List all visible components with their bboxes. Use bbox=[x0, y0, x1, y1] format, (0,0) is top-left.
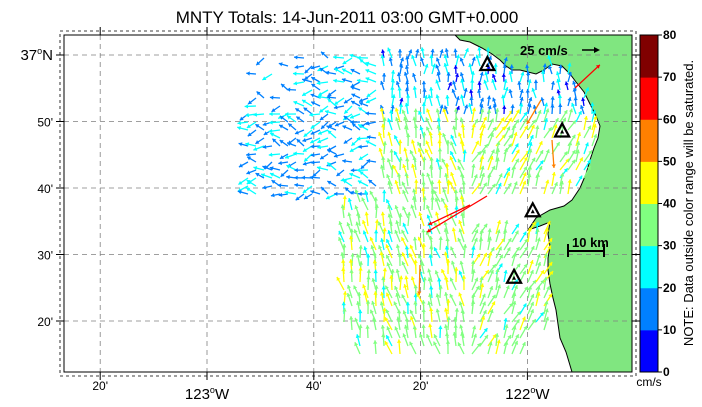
scale-bar: 10 km bbox=[567, 235, 609, 257]
map-title: MNTY Totals: 14-Jun-2011 03:00 GMT+0.000 bbox=[176, 8, 519, 27]
current-vectors bbox=[237, 46, 601, 355]
plot-area bbox=[64, 35, 632, 372]
radar-stations bbox=[478, 54, 571, 284]
plot-frame bbox=[63, 34, 633, 373]
latitude-tick-label: 30' bbox=[37, 249, 53, 263]
longitude-tick-label: 20' bbox=[413, 379, 429, 393]
longitude-tick-label: 122oW bbox=[505, 385, 550, 403]
longitude-ticks: 20' 123oW 40' 20' 122oW bbox=[92, 27, 550, 403]
colorbar-tick-label: 20 bbox=[663, 281, 677, 295]
colorbar-segment bbox=[640, 287, 658, 331]
colorbar-tick-label: 60 bbox=[663, 112, 677, 126]
colorbar-segment bbox=[640, 161, 658, 204]
colorbar-tick-label: 10 bbox=[663, 323, 677, 337]
latitude-ticks: 37oN 50' 40' 30' 20' bbox=[20, 46, 640, 329]
colorbar-segment bbox=[640, 77, 658, 120]
colorbar-tick-label: 80 bbox=[663, 28, 677, 42]
latitude-tick-label: 20' bbox=[37, 315, 53, 329]
latitude-tick-label: 37oN bbox=[20, 46, 53, 64]
station-1 bbox=[478, 54, 497, 72]
colorbar-tick-label: 40 bbox=[663, 197, 677, 211]
longitude-tick-label: 40' bbox=[306, 379, 322, 393]
station-4 bbox=[505, 267, 523, 284]
colorbar-segment bbox=[640, 203, 658, 247]
colorbar-tick-label: 50 bbox=[663, 154, 677, 168]
grid-lines bbox=[64, 35, 632, 372]
land-mass bbox=[454, 35, 632, 372]
longitude-tick-label: 123oW bbox=[185, 385, 230, 403]
colorbar: 0 10 20 30 40 50 60 70 80 bbox=[639, 28, 677, 379]
colorbar-segment bbox=[640, 245, 658, 289]
colorbar-note: NOTE: Data outside color range will be s… bbox=[681, 60, 696, 346]
colorbar-segment bbox=[640, 119, 658, 162]
colorbar-tick-label: 70 bbox=[663, 70, 677, 84]
station-3 bbox=[523, 200, 542, 218]
colorbar-segment bbox=[640, 35, 658, 78]
colorbar-tick-label: 30 bbox=[663, 239, 677, 253]
reference-vector: 25 cm/s bbox=[520, 43, 600, 58]
reference-vector-label: 25 cm/s bbox=[520, 43, 568, 58]
latitude-tick-label: 40' bbox=[37, 182, 53, 196]
colorbar-tick-label: 0 bbox=[663, 365, 670, 379]
scale-bar-label: 10 km bbox=[572, 235, 609, 250]
colorbar-segment bbox=[640, 329, 658, 373]
colorbar-unit: cm/s bbox=[636, 375, 661, 389]
station-2 bbox=[553, 121, 571, 138]
latitude-tick-label: 50' bbox=[37, 116, 53, 130]
longitude-tick-label: 20' bbox=[92, 379, 108, 393]
